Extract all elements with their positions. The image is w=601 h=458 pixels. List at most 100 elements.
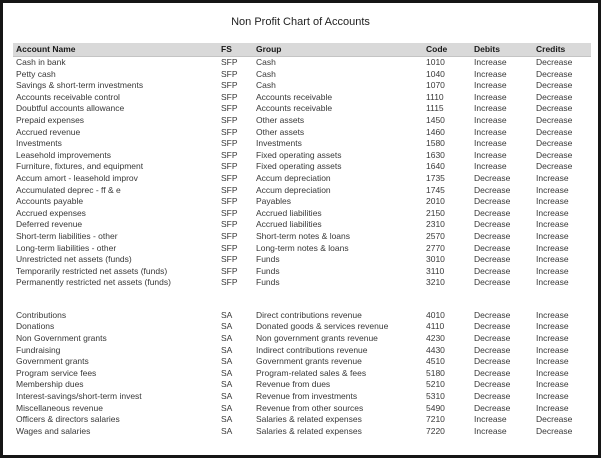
column-header-group: Group [256, 43, 426, 57]
cell-code: 1450 [426, 114, 445, 125]
cell-group: Accounts receivable [256, 91, 333, 102]
table-row: Accumulated deprec - ff & e SFP Accum depr… [13, 185, 591, 197]
cell-fs: SA [221, 379, 233, 390]
table-row: Short-term liabilities - other SFP Short-t… [13, 231, 591, 243]
column-header-credits: Credits [536, 43, 591, 57]
cell-debits: Increase [474, 80, 507, 91]
cell-credits: Increase [536, 356, 569, 367]
cell-code: 1735 [426, 172, 445, 183]
cell-code: 1580 [426, 138, 445, 149]
cell-debits: Decrease [474, 309, 511, 320]
cell-code: 4430 [426, 344, 445, 355]
cell-fs: SA [221, 391, 233, 402]
cell-account: Non Government grants [16, 333, 107, 344]
cell-code: 1460 [426, 126, 445, 137]
cell-code: 7210 [426, 414, 445, 425]
cell-credits: Decrease [536, 161, 573, 172]
cell-group: Cash [256, 57, 276, 67]
cell-account: Accum amort - leasehold improv [16, 172, 138, 183]
cell-debits: Decrease [474, 172, 511, 183]
table-row: Furniture, fixtures, and equipment SFP Fix… [13, 161, 591, 173]
table-row: Wages and salaries SA Salaries & related e… [13, 426, 591, 438]
table-row: Accum amort - leasehold improv SFP Accum d… [13, 173, 591, 185]
cell-account: Program service fees [16, 367, 97, 378]
cell-debits: Decrease [474, 356, 511, 367]
cell-fs: SFP [221, 207, 238, 218]
cell-group: Non government grants revenue [256, 333, 378, 344]
cell-fs: SFP [221, 242, 238, 253]
cell-group: Funds [256, 277, 280, 288]
cell-fs: SFP [221, 184, 238, 195]
cell-code: 1110 [426, 91, 444, 102]
cell-credits: Increase [536, 391, 569, 402]
cell-credits: Increase [536, 402, 569, 413]
cell-debits: Increase [474, 57, 507, 67]
cell-group: Funds [256, 265, 280, 276]
cell-group: Accrued liabilities [256, 207, 322, 218]
table-row: Donations SA Donated goods & services reve… [13, 321, 591, 333]
table-row: Permanently restricted net assets (funds… [13, 277, 591, 289]
table-row: Investments SFP Investments 1580 Increase Dec… [13, 138, 591, 150]
cell-fs: SFP [221, 277, 238, 288]
cell-account: Deferred revenue [16, 219, 83, 230]
cell-fs: SA [221, 344, 233, 355]
cell-credits: Decrease [536, 138, 573, 149]
table-row: Savings & short-term investments SFP Cash 1… [13, 80, 591, 92]
cell-account: Contributions [16, 309, 67, 320]
cell-group: Donated goods & services revenue [256, 321, 389, 332]
cell-code: 2570 [426, 230, 445, 241]
cell-account: Officers & directors salaries [16, 414, 120, 425]
cell-credits: Increase [536, 172, 569, 183]
cell-account: Donations [16, 321, 55, 332]
cell-group: Other assets [256, 126, 305, 137]
table-row: Miscellaneous revenue SA Revenue from othe… [13, 403, 591, 415]
cell-debits: Increase [474, 91, 507, 102]
cell-credits: Decrease [536, 80, 573, 91]
cell-debits: Decrease [474, 207, 511, 218]
cell-credits: Increase [536, 344, 569, 355]
column-header-account-name: Account Name [13, 43, 221, 57]
cell-fs: SFP [221, 219, 238, 230]
cell-group: Accrued liabilities [256, 219, 322, 230]
cell-account: Long-term liabilities - other [16, 242, 117, 253]
cell-fs: SFP [221, 254, 238, 265]
cell-debits: Decrease [474, 265, 511, 276]
cell-code: 1070 [426, 80, 445, 91]
cell-credits: Increase [536, 265, 569, 276]
column-header-debits: Debits [474, 43, 536, 57]
cell-debits: Decrease [474, 402, 511, 413]
cell-fs: SA [221, 321, 233, 332]
cell-account: Doubtful accounts allowance [16, 103, 125, 114]
cell-credits: Increase [536, 333, 569, 344]
cell-group: Cash [256, 68, 276, 79]
cell-group: Short-term notes & loans [256, 230, 351, 241]
cell-group: Fixed operating assets [256, 161, 342, 172]
cell-debits: Decrease [474, 242, 511, 253]
cell-credits: Increase [536, 321, 569, 332]
cell-account: Membership dues [16, 379, 84, 390]
cell-fs: SFP [221, 103, 238, 114]
table-row: Doubtful accounts allowance SFP Accounts r… [13, 103, 591, 115]
section-spacer [13, 288, 591, 310]
table-row: Fundraising SA Indirect contributions reve… [13, 345, 591, 357]
cell-fs: SA [221, 402, 233, 413]
cell-group: Program-related sales & fees [256, 367, 367, 378]
cell-debits: Decrease [474, 321, 511, 332]
cell-account: Accumulated deprec - ff & e [16, 184, 121, 195]
cell-account: Cash in bank [16, 57, 66, 67]
table-row: Interest-savings/short-term invest SA Reve… [13, 391, 591, 403]
cell-account: Savings & short-term investments [16, 80, 144, 91]
table-row: Program service fees SA Program-related sa… [13, 368, 591, 380]
table-row: Accounts receivable control SFP Accounts r… [13, 92, 591, 104]
cell-account: Furniture, fixtures, and equipment [16, 161, 144, 172]
cell-code: 1010 [426, 57, 445, 67]
cell-credits: Decrease [536, 57, 573, 67]
column-header-fs: FS [221, 43, 256, 57]
cell-fs: SA [221, 309, 233, 320]
table-header: Account Name FS Group Code Debits Credit… [13, 43, 591, 57]
cell-debits: Decrease [474, 367, 511, 378]
cell-group: Investments [256, 138, 302, 149]
cell-code: 5490 [426, 402, 445, 413]
cell-code: 2770 [426, 242, 445, 253]
cell-fs: SFP [221, 172, 238, 183]
